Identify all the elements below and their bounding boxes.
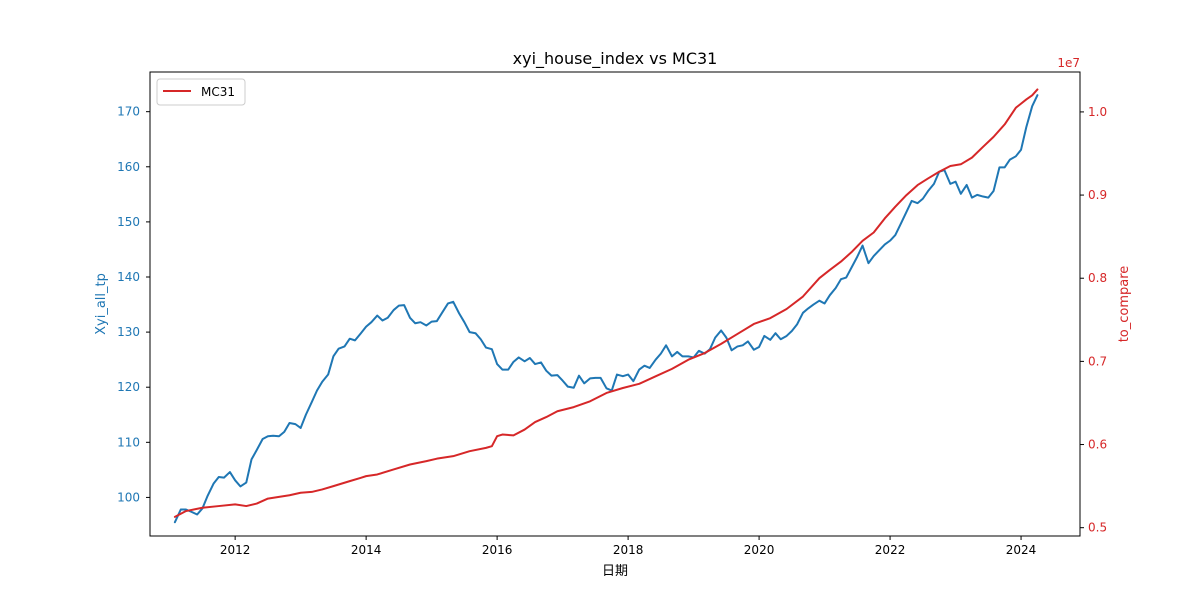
y-axis-left: 100 110 120 130 140 150 160 170 bbox=[117, 105, 150, 504]
y-axis-right-label: to_compare bbox=[1117, 266, 1132, 343]
x-tick-label: 2024 bbox=[1006, 543, 1037, 557]
plot-lines bbox=[173, 88, 1039, 524]
y-axis-right: 0.5 0.6 0.7 0.8 0.9 1.0 bbox=[1080, 105, 1107, 535]
x-tick-label: 2016 bbox=[482, 543, 513, 557]
y-right-tick-label: 0.9 bbox=[1088, 188, 1107, 202]
y-left-tick-label: 120 bbox=[117, 380, 140, 394]
y-axis-right-offset-text: 1e7 bbox=[1057, 56, 1080, 70]
y-left-tick-label: 170 bbox=[117, 105, 140, 119]
series-line-xyi bbox=[173, 94, 1039, 524]
y-left-tick-label: 100 bbox=[117, 490, 140, 504]
x-axis: 2012 2014 2016 2018 2020 2022 2024 bbox=[220, 536, 1036, 557]
plot-frame bbox=[149, 71, 1081, 537]
y-right-tick-label: 1.0 bbox=[1088, 105, 1107, 119]
y-right-tick-label: 0.5 bbox=[1088, 521, 1107, 535]
series-line-mc31 bbox=[173, 88, 1039, 518]
y-left-tick-label: 140 bbox=[117, 270, 140, 284]
y-left-tick-label: 110 bbox=[117, 435, 140, 449]
x-axis-label: 日期 bbox=[602, 564, 628, 579]
y-left-tick-label: 160 bbox=[117, 160, 140, 174]
legend: MC31 bbox=[156, 78, 246, 106]
x-tick-label: 2018 bbox=[613, 543, 644, 557]
y-right-tick-label: 0.8 bbox=[1088, 271, 1107, 285]
y-right-tick-label: 0.7 bbox=[1088, 354, 1107, 368]
legend-label: MC31 bbox=[201, 85, 235, 99]
y-right-tick-label: 0.6 bbox=[1088, 438, 1107, 452]
y-left-tick-label: 130 bbox=[117, 325, 140, 339]
x-tick-label: 2022 bbox=[875, 543, 906, 557]
y-axis-left-label: Xyi_all_tp bbox=[94, 273, 109, 335]
y-left-tick-label: 150 bbox=[117, 215, 140, 229]
legend-box bbox=[156, 78, 246, 106]
x-tick-label: 2020 bbox=[744, 543, 775, 557]
chart-title: xyi_house_index vs MC31 bbox=[513, 49, 718, 69]
x-tick-label: 2014 bbox=[351, 543, 382, 557]
x-tick-label: 2012 bbox=[220, 543, 251, 557]
